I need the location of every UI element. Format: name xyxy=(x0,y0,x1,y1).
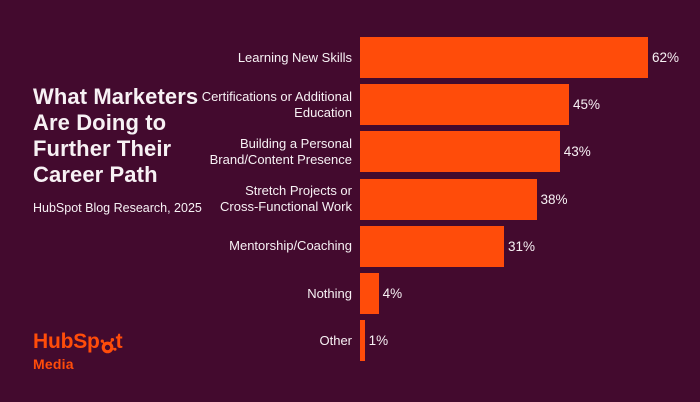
chart-row: Building a Personal Brand/Content Presen… xyxy=(182,128,690,175)
bar xyxy=(360,273,379,315)
chart-row: Nothing 4% xyxy=(182,270,690,317)
chart-row: Mentorship/Coaching 31% xyxy=(182,223,690,270)
logo-text-suffix: t xyxy=(115,330,123,353)
category-label: Mentorship/Coaching xyxy=(229,238,352,254)
bar xyxy=(360,84,569,126)
bar xyxy=(360,225,504,267)
category-label: Certifications or Additional Education xyxy=(201,88,352,120)
chart-row: Learning New Skills 62% xyxy=(182,34,690,81)
chart-row: Other 1% xyxy=(182,317,690,364)
hubspot-logo: HubSp t Media xyxy=(33,330,123,372)
value-label: 45% xyxy=(573,97,601,113)
bar xyxy=(360,131,560,173)
page-title: What Marketers Are Doing to Further Thei… xyxy=(33,84,199,187)
value-label: 43% xyxy=(563,144,591,160)
bar-track: 1% xyxy=(360,320,690,362)
category-label: Stretch Projects or Cross-Functional Wor… xyxy=(220,183,352,215)
bar-track: 38% xyxy=(360,178,690,220)
left-panel: What Marketers Are Doing to Further Thei… xyxy=(33,84,213,215)
value-label: 1% xyxy=(368,333,389,349)
bar xyxy=(360,37,648,79)
bar-track: 43% xyxy=(360,131,690,173)
bar-chart: Learning New Skills 62% Certifications o… xyxy=(182,34,690,364)
bar xyxy=(360,320,365,362)
chart-row: Stretch Projects or Cross-Functional Wor… xyxy=(182,176,690,223)
value-label: 4% xyxy=(382,286,403,302)
category-label: Learning New Skills xyxy=(237,49,352,65)
hubspot-sprocket-icon xyxy=(100,338,117,354)
bar-track: 31% xyxy=(360,225,690,267)
source-note: HubSpot Blog Research, 2025 xyxy=(33,201,202,215)
logo-text-prefix: HubSp xyxy=(33,330,100,353)
value-label: 38% xyxy=(540,191,568,207)
logo-media-label: Media xyxy=(33,356,74,372)
logo-wordmark: HubSp t xyxy=(33,330,123,354)
bar-track: 62% xyxy=(360,37,690,79)
value-label: 31% xyxy=(508,238,536,254)
bar xyxy=(360,178,537,220)
bar-track: 45% xyxy=(360,84,690,126)
category-label: Building a Personal Brand/Content Presen… xyxy=(209,135,352,167)
value-label: 62% xyxy=(652,50,680,66)
chart-row: Certifications or Additional Education 4… xyxy=(182,81,690,128)
category-label: Nothing xyxy=(307,285,352,301)
category-label: Other xyxy=(319,332,352,348)
bar-track: 4% xyxy=(360,273,690,315)
